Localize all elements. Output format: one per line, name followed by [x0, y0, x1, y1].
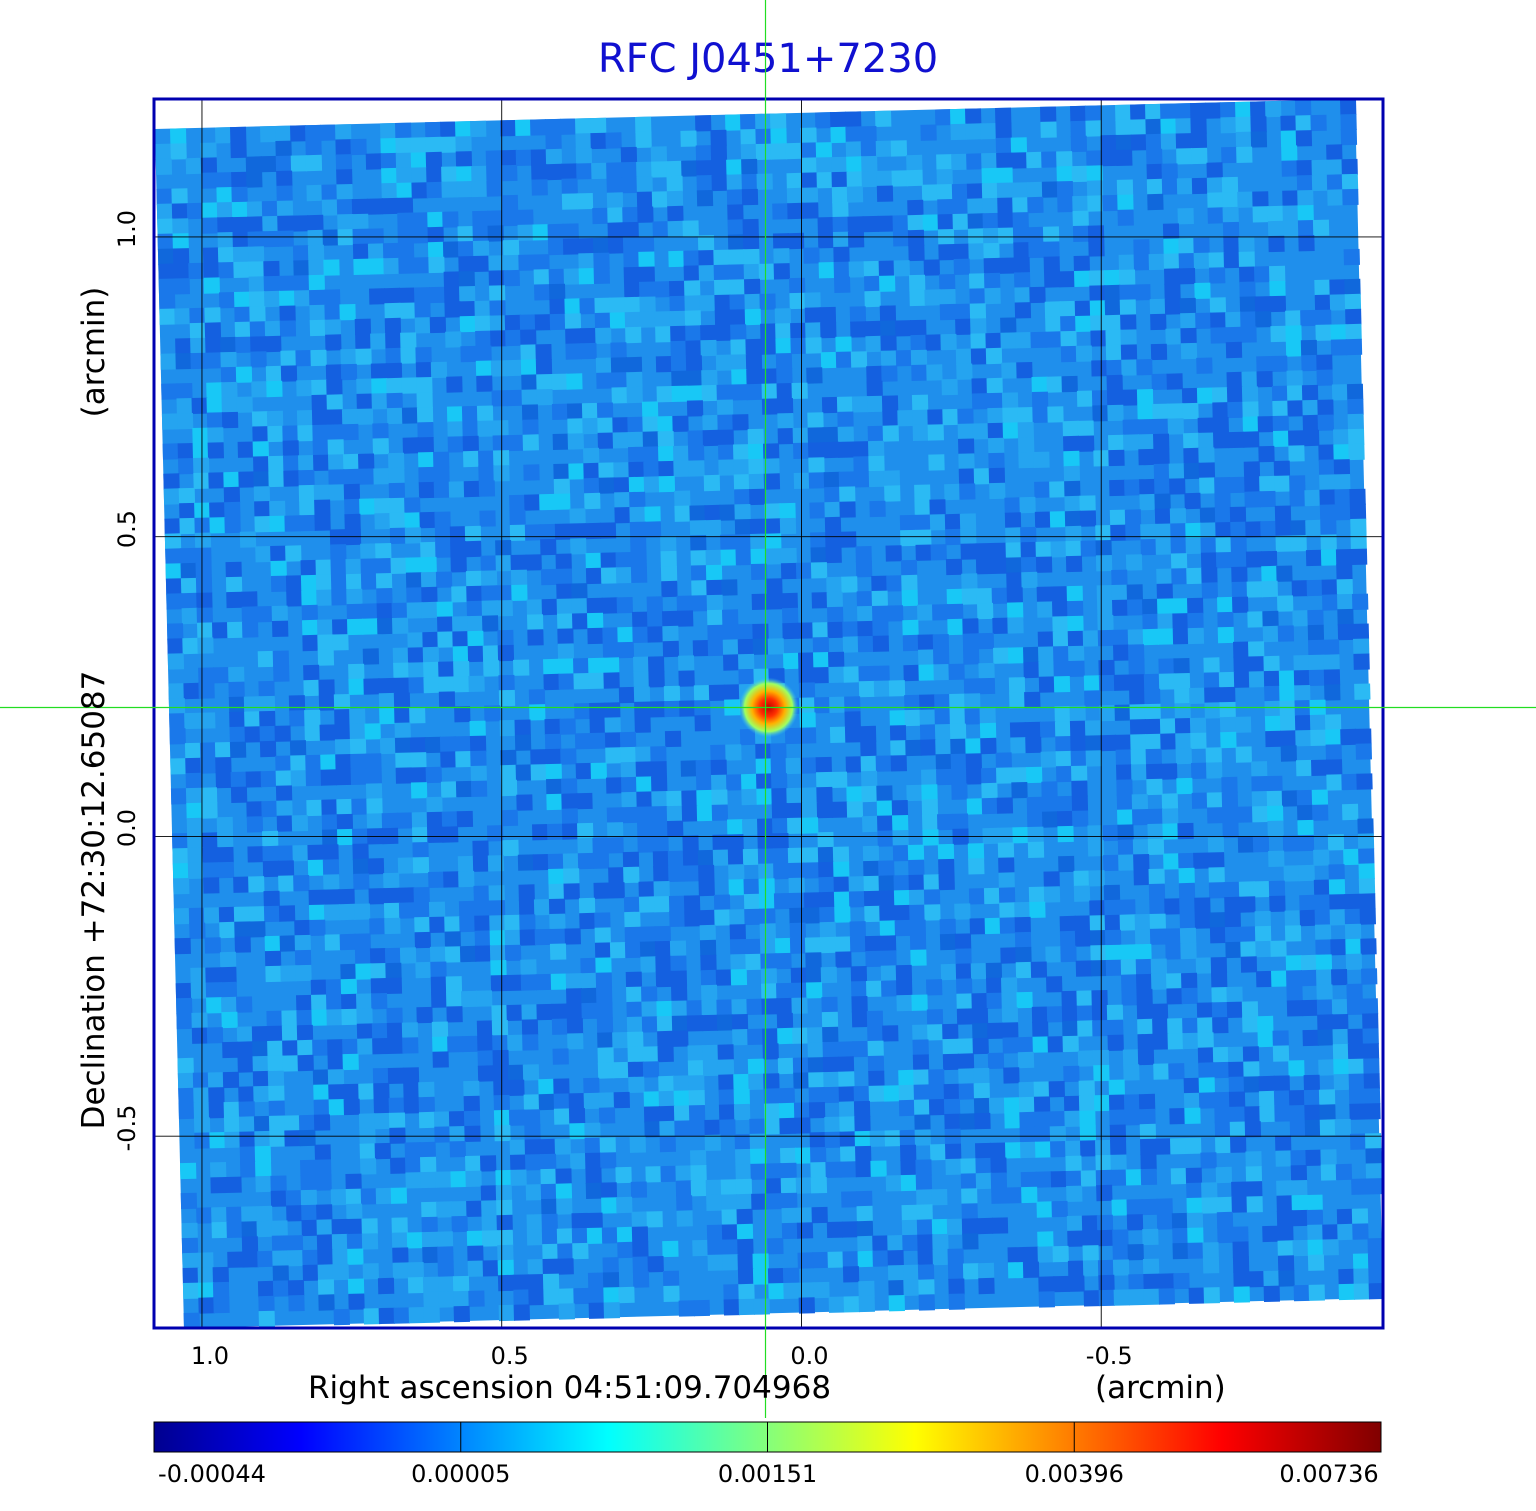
y-tick-label: 0.0: [113, 809, 141, 848]
x-tick-label: 0.5: [490, 1342, 529, 1370]
colorbar-label: 0.00396: [1024, 1460, 1124, 1488]
plot-frame: [152, 97, 1385, 1330]
y-tick-label: 0.5: [113, 509, 141, 548]
y-tick-label: -0.5: [113, 1104, 141, 1152]
colorbar-label: 0.00151: [717, 1460, 818, 1488]
y-axis-label: Declination +72:30:12.65087: [76, 670, 112, 1130]
colorbar-label: 0.00005: [411, 1460, 511, 1488]
y-tick-label: 1.0: [113, 209, 141, 248]
x-axis-unit: (arcmin): [1095, 1370, 1226, 1406]
colorbar-ticks: [153, 1422, 1382, 1452]
x-tick-label: -0.5: [1085, 1342, 1133, 1370]
coordinate-grid: [154, 99, 1383, 1328]
x-axis-label: Right ascension 04:51:09.704968: [308, 1370, 832, 1406]
y-axis-unit: (arcmin): [76, 286, 112, 418]
x-tick-label: 0.0: [790, 1342, 829, 1370]
colorbar-label: -0.00044: [158, 1460, 266, 1488]
chart-title: RFC J0451+7230: [597, 36, 939, 82]
x-tick-label: 1.0: [190, 1342, 230, 1370]
colorbar-label: 0.00736: [1279, 1460, 1379, 1488]
